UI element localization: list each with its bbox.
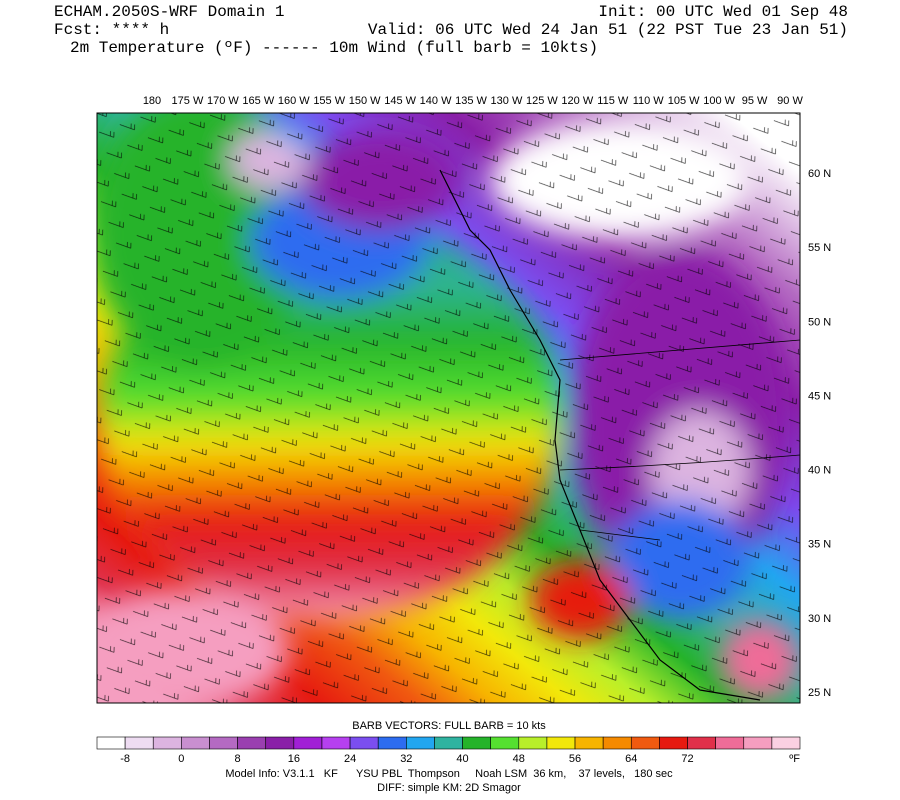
lon-label: 140 W	[420, 95, 452, 107]
colorbar-swatch	[209, 736, 238, 750]
colorbar-swatch	[406, 736, 435, 750]
lat-label: 35 N	[808, 539, 831, 551]
colorbar-swatch	[265, 736, 295, 750]
lon-label: 165 W	[242, 95, 274, 107]
lon-label: 115 W	[597, 95, 629, 107]
colorbar-label: 48	[513, 753, 525, 765]
colorbar-swatch	[490, 736, 520, 750]
map-frame	[96, 112, 801, 704]
lat-label: 45 N	[808, 390, 831, 402]
lon-label: 155 W	[313, 95, 345, 107]
colorbar-label: 72	[681, 753, 693, 765]
lat-label: 40 N	[808, 465, 831, 477]
colorbar-swatch	[715, 736, 745, 750]
lat-label: 30 N	[808, 613, 831, 625]
colorbar-swatch	[96, 736, 126, 750]
colorbar-swatch	[518, 736, 548, 750]
colorbar-label: 0	[178, 753, 184, 765]
colorbar-swatch	[771, 736, 801, 750]
header-line: Init: 00 UTC Wed 01 Sep 48	[598, 3, 848, 21]
header-line: 2m Temperature (ºF) ------ 10m Wind (ful…	[70, 39, 598, 57]
colorbar-swatch	[602, 736, 632, 750]
lon-label: 130 W	[491, 95, 523, 107]
coastline	[439, 169, 761, 701]
lon-label: 105 W	[668, 95, 700, 107]
colorbar-label: 56	[569, 753, 581, 765]
lat-label: 25 N	[808, 687, 831, 699]
lon-label: 170 W	[207, 95, 239, 107]
colorbar-swatch	[321, 736, 351, 750]
lat-label: 55 N	[808, 242, 831, 254]
lon-label: 95 W	[742, 95, 768, 107]
temperature-field	[97, 113, 800, 703]
colorbar-swatch	[152, 736, 182, 750]
lon-label: 100 W	[703, 95, 735, 107]
lon-label: 150 W	[349, 95, 381, 107]
header-line: ECHAM.2050S-WRF Domain 1	[54, 3, 284, 21]
colorbar-swatch	[630, 736, 660, 750]
lat-label: 50 N	[808, 316, 831, 328]
lon-label: 175 W	[172, 95, 204, 107]
colorbar-swatch	[659, 736, 688, 750]
lat-label: 60 N	[808, 168, 831, 180]
footer-line: Model Info: V3.1.1 KF YSU PBL Thompson N…	[225, 768, 673, 780]
colorbar: -8 0 8 16 24 32 40 48 56 64 72	[96, 736, 801, 765]
colorbar-label: 64	[625, 753, 637, 765]
colorbar-swatch	[181, 736, 210, 750]
colorbar-swatch	[462, 736, 491, 750]
colorbar-label: 32	[400, 753, 412, 765]
colorbar-swatch	[237, 736, 267, 750]
colorbar-swatch	[434, 736, 463, 750]
colorbar-unit: ºF	[789, 753, 800, 765]
colorbar-swatch	[124, 736, 154, 750]
colorbar-label: -8	[120, 753, 130, 765]
lon-label: 160 W	[278, 95, 310, 107]
lon-label: 135 W	[455, 95, 487, 107]
colorbar-swatch	[349, 736, 379, 750]
lon-label: 110 W	[633, 95, 665, 107]
footer-line: DIFF: simple KM: 2D Smagor	[377, 782, 521, 794]
colorbar-swatch	[546, 736, 576, 750]
header-line: Fcst: **** h	[54, 21, 169, 39]
header: ECHAM.2050S-WRF Domain 1 Fcst: **** h 2m…	[54, 3, 848, 57]
colorbar-swatch	[687, 736, 716, 750]
lon-label: 90 W	[777, 95, 803, 107]
wind-barbs	[97, 113, 800, 703]
header-line: Valid: 06 UTC Wed 24 Jan 51 (22 PST Tue …	[368, 21, 848, 39]
lon-label: 180	[143, 95, 161, 107]
colorbar-label: 16	[288, 753, 300, 765]
borders	[559, 339, 800, 541]
colorbar-label: 8	[235, 753, 241, 765]
colorbar-swatch	[574, 736, 604, 750]
barb-note: BARB VECTORS: FULL BARB = 10 kts	[352, 720, 546, 732]
lon-label: 120 W	[561, 95, 593, 107]
colorbar-swatch	[743, 736, 773, 750]
lon-label: 125 W	[526, 95, 558, 107]
lon-label: 145 W	[384, 95, 416, 107]
colorbar-swatch	[377, 736, 407, 750]
longitude-labels: 180 175 W 170 W 165 W 160 W 155 W 150 W 145 W 14…	[143, 95, 804, 107]
colorbar-label: 24	[344, 753, 356, 765]
colorbar-label: 40	[456, 753, 468, 765]
colorbar-swatch	[293, 736, 323, 750]
latitude-labels: 60 N 55 N 50 N 45 N 40 N 35 N 30 N 25 N	[808, 168, 831, 699]
